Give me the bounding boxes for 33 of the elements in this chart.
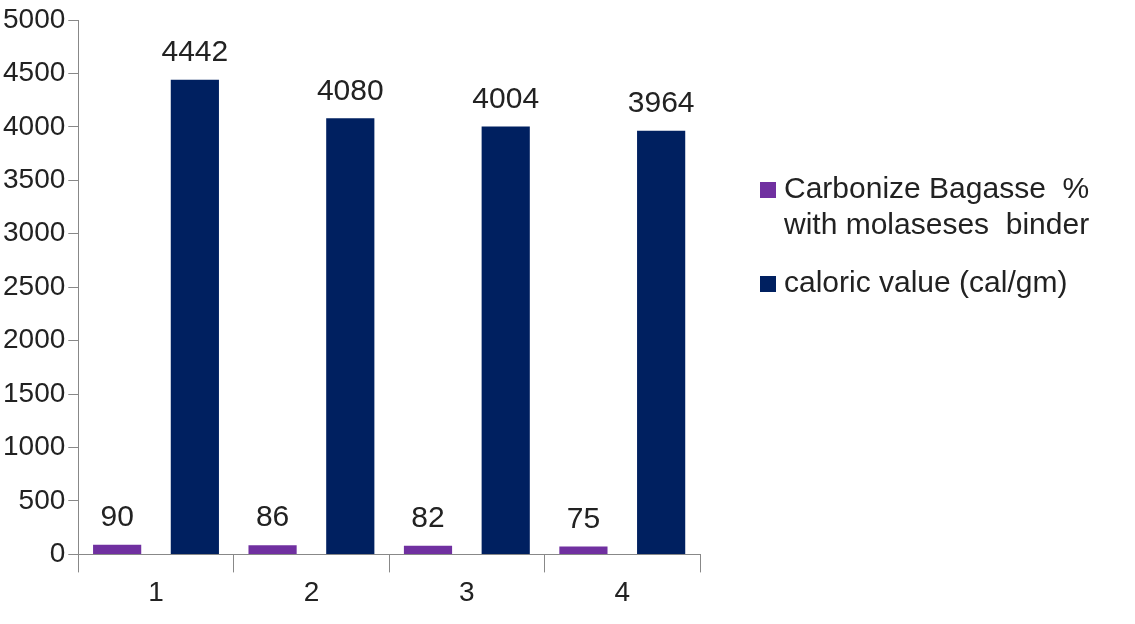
x-tick-label: 2	[303, 575, 320, 607]
data-label: 75	[566, 500, 601, 534]
bar	[326, 118, 375, 554]
bar	[637, 130, 686, 554]
data-label: 90	[100, 499, 134, 533]
data-label: 82	[411, 499, 445, 533]
data-label: 86	[255, 499, 290, 533]
data-label: 3964	[627, 84, 695, 118]
bar	[93, 544, 142, 554]
bar	[170, 79, 219, 554]
y-tick-label: 1500	[2, 376, 66, 408]
legend-label: caloric value (cal/gm)	[784, 264, 1068, 300]
x-tick-label: 3	[459, 575, 475, 607]
x-tick-label: 4	[614, 575, 631, 607]
y-tick-label: 1000	[2, 430, 66, 462]
data-label: 4080	[316, 72, 384, 106]
y-tick-label: 5000	[2, 2, 66, 34]
bar	[559, 546, 608, 554]
x-tick-label: 1	[148, 575, 164, 607]
y-tick-label: 3500	[2, 163, 66, 195]
y-tick-label: 2000	[2, 323, 66, 355]
y-tick-label: 2500	[2, 269, 66, 301]
data-label: 4442	[161, 33, 229, 67]
bar	[248, 545, 297, 554]
y-tick-label: 4500	[2, 56, 66, 88]
y-tick-label: 0	[49, 537, 66, 569]
y-tick-label: 500	[18, 483, 66, 515]
data-label: 4004	[472, 80, 540, 114]
y-tick-label: 4000	[2, 109, 66, 141]
bar	[403, 545, 453, 554]
y-tick-label: 3000	[2, 216, 66, 248]
bar	[481, 126, 530, 554]
legend-label: Carbonize Bagasse % with molaseses binder	[784, 170, 1091, 242]
